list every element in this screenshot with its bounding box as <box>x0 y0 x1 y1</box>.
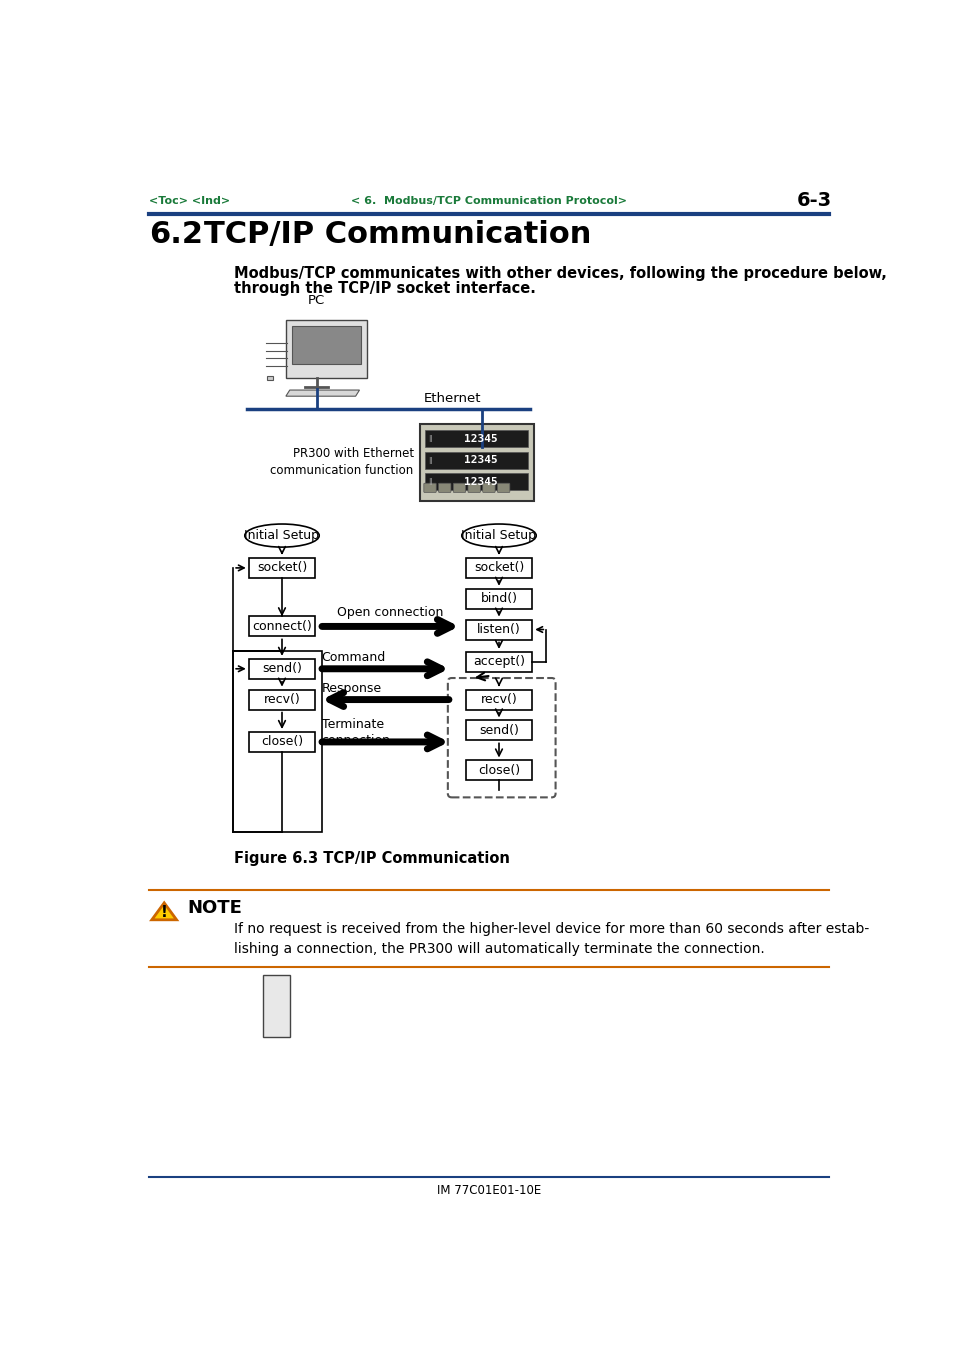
Ellipse shape <box>245 524 319 547</box>
FancyBboxPatch shape <box>425 451 528 469</box>
Text: accept(): accept() <box>473 655 524 669</box>
Text: 6.2: 6.2 <box>149 220 202 249</box>
Text: 12345: 12345 <box>463 455 497 465</box>
Polygon shape <box>267 376 274 380</box>
FancyBboxPatch shape <box>482 484 495 493</box>
Polygon shape <box>292 326 360 363</box>
Text: listen(): listen() <box>476 623 520 636</box>
Text: Response: Response <box>321 681 381 694</box>
Text: ||: || <box>428 478 433 485</box>
FancyBboxPatch shape <box>425 430 528 447</box>
FancyBboxPatch shape <box>249 689 315 709</box>
FancyBboxPatch shape <box>249 558 315 578</box>
Text: TCP/IP Communication: TCP/IP Communication <box>204 220 591 249</box>
FancyBboxPatch shape <box>465 558 532 578</box>
Text: close(): close() <box>261 735 303 748</box>
Text: send(): send() <box>262 662 301 676</box>
FancyBboxPatch shape <box>497 484 509 493</box>
Text: 12345: 12345 <box>463 434 497 443</box>
Polygon shape <box>286 390 359 396</box>
Text: PR300 with Ethernet
communication function: PR300 with Ethernet communication functi… <box>271 447 414 477</box>
Text: recv(): recv() <box>480 693 517 707</box>
Text: bind(): bind() <box>480 592 517 605</box>
FancyBboxPatch shape <box>468 484 480 493</box>
Polygon shape <box>262 975 290 1036</box>
FancyBboxPatch shape <box>249 616 315 636</box>
FancyBboxPatch shape <box>447 678 555 797</box>
Text: socket(): socket() <box>474 562 523 574</box>
FancyBboxPatch shape <box>465 651 532 671</box>
Text: connect(): connect() <box>252 620 312 632</box>
FancyBboxPatch shape <box>419 424 534 501</box>
FancyBboxPatch shape <box>423 484 436 493</box>
FancyBboxPatch shape <box>465 620 532 639</box>
Text: If no request is received from the higher-level device for more than 60 seconds : If no request is received from the highe… <box>233 923 868 955</box>
Text: through the TCP/IP socket interface.: through the TCP/IP socket interface. <box>233 281 536 296</box>
FancyBboxPatch shape <box>453 484 465 493</box>
Text: IM 77C01E01-10E: IM 77C01E01-10E <box>436 1185 540 1197</box>
Text: !: ! <box>161 905 168 920</box>
Text: Initial Setup: Initial Setup <box>461 530 536 542</box>
Text: Modbus/TCP communicates with other devices, following the procedure below,: Modbus/TCP communicates with other devic… <box>233 266 886 281</box>
FancyBboxPatch shape <box>249 732 315 753</box>
Text: PC: PC <box>308 295 325 307</box>
Text: <Toc> <Ind>: <Toc> <Ind> <box>149 196 230 205</box>
Text: < 6.  Modbus/TCP Communication Protocol>: < 6. Modbus/TCP Communication Protocol> <box>351 196 626 205</box>
FancyBboxPatch shape <box>425 473 528 490</box>
Text: Ethernet: Ethernet <box>423 392 480 405</box>
FancyBboxPatch shape <box>465 589 532 609</box>
FancyBboxPatch shape <box>465 720 532 740</box>
Text: Figure 6.3 TCP/IP Communication: Figure 6.3 TCP/IP Communication <box>233 851 509 866</box>
FancyBboxPatch shape <box>465 689 532 709</box>
Text: Command: Command <box>321 651 385 663</box>
Text: ||: || <box>428 457 433 463</box>
Text: send(): send() <box>478 724 518 736</box>
Polygon shape <box>152 902 176 920</box>
Text: Terminate
connection: Terminate connection <box>321 719 390 747</box>
Text: close(): close() <box>477 763 519 777</box>
FancyBboxPatch shape <box>438 484 451 493</box>
Text: 12345: 12345 <box>463 477 497 486</box>
Text: Initial Setup: Initial Setup <box>244 530 319 542</box>
Text: recv(): recv() <box>263 693 300 707</box>
FancyBboxPatch shape <box>249 659 315 678</box>
Text: NOTE: NOTE <box>187 898 242 917</box>
Text: socket(): socket() <box>256 562 307 574</box>
Text: 6-3: 6-3 <box>797 190 831 211</box>
FancyBboxPatch shape <box>233 651 321 832</box>
FancyBboxPatch shape <box>465 761 532 781</box>
Polygon shape <box>286 320 367 378</box>
Ellipse shape <box>461 524 536 547</box>
Text: Open connection: Open connection <box>337 607 443 619</box>
Text: ||: || <box>428 435 433 442</box>
